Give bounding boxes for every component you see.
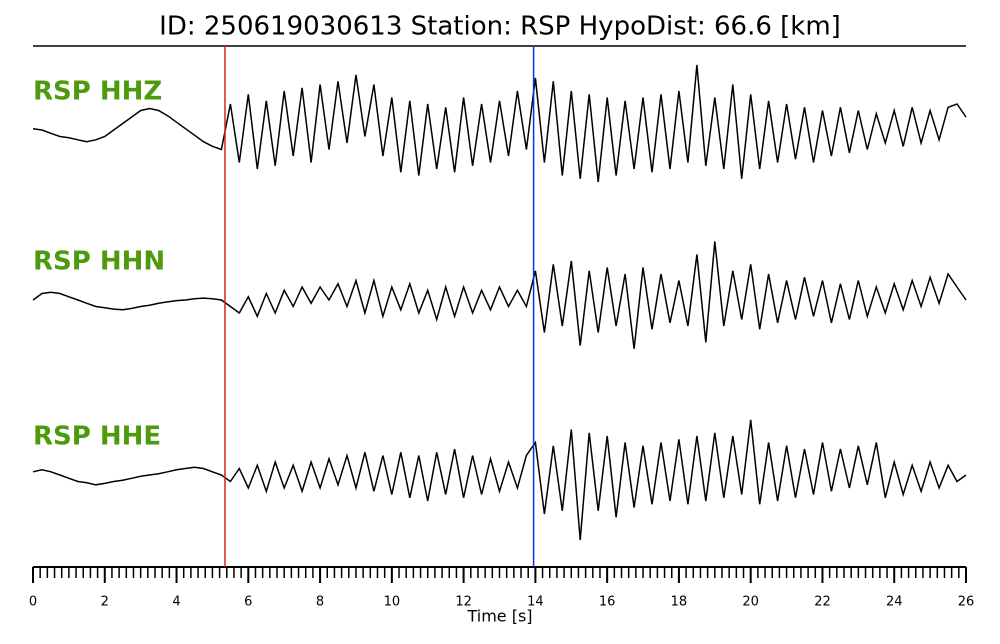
x-tick-label: 8 (316, 595, 324, 610)
waveform (32, 241, 967, 349)
trace-label: RSP HHZ (33, 77, 162, 107)
x-tick-label: 20 (742, 595, 759, 610)
x-tick-label: 0 (29, 595, 37, 610)
x-tick-label: 6 (244, 595, 252, 610)
waveform (32, 419, 967, 541)
chart-title: ID: 250619030613 Station: RSP HypoDist: … (159, 12, 841, 42)
x-tick-label: 10 (384, 595, 401, 610)
x-tick-label: 26 (958, 595, 975, 610)
x-tick-label: 12 (455, 595, 472, 610)
x-axis-label: Time [s] (466, 607, 532, 626)
trace-label: RSP HHN (33, 247, 165, 277)
x-tick-label: 2 (101, 595, 109, 610)
x-tick-label: 16 (599, 595, 616, 610)
x-tick-label: 22 (814, 595, 831, 610)
x-tick-label: 14 (527, 595, 544, 610)
trace-label: RSP HHE (33, 422, 161, 452)
waveform (32, 64, 967, 183)
x-tick-label: 4 (172, 595, 180, 610)
x-tick-label: 18 (671, 595, 688, 610)
x-tick-label: 24 (886, 595, 903, 610)
